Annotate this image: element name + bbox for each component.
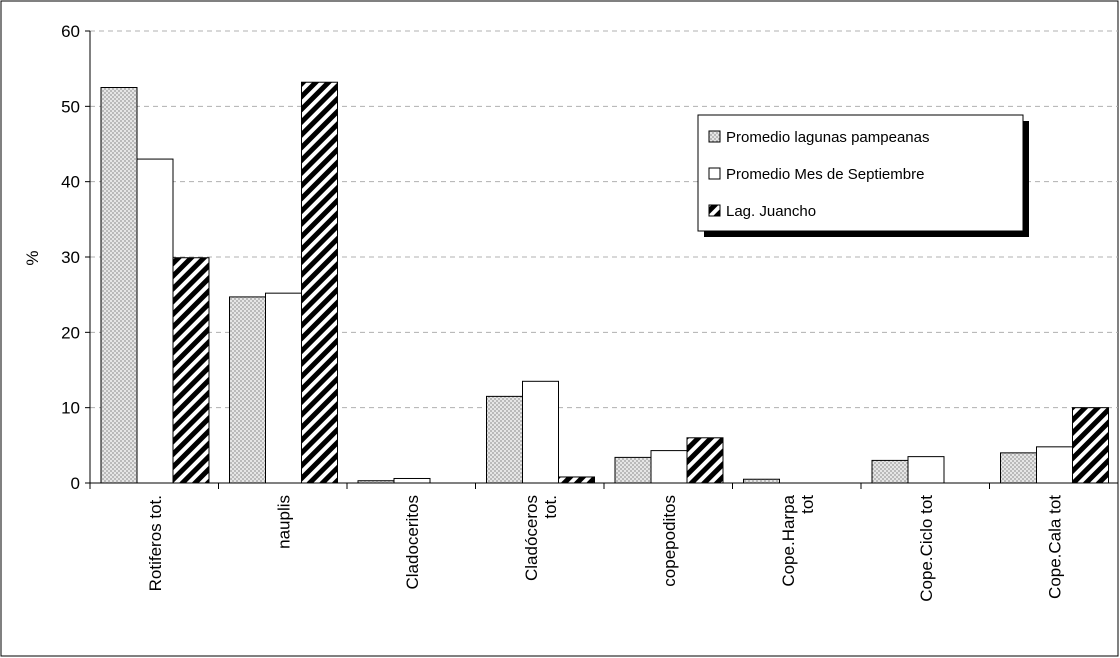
x-category-label: Cope.Cala tot: [1046, 495, 1065, 599]
bars: [100, 81, 1109, 484]
y-tick-labels: 0 10 20 30 40 50 60: [61, 22, 80, 493]
bar-dots: [229, 296, 266, 484]
x-category-label: tot.: [541, 495, 560, 519]
y-tick-label: 60: [61, 22, 80, 41]
bar-white: [136, 158, 174, 484]
legend-label: Promedio Mes de Septiembre: [726, 166, 924, 183]
legend-label: Promedio lagunas pampeanas: [726, 129, 929, 146]
legend: Promedio lagunas pampeanas Promedio Mes d…: [697, 114, 1029, 237]
bar-diagonal: [172, 257, 210, 484]
x-category-label: copepoditos: [660, 495, 679, 587]
bar-dots: [486, 395, 523, 484]
bar-dots: [100, 87, 138, 484]
x-category-label: Cope.Harpa: [779, 494, 798, 586]
bar-diagonal: [558, 476, 595, 484]
bar-dots: [743, 478, 780, 484]
bar-diagonal: [1072, 407, 1109, 484]
bar-diagonal: [301, 81, 338, 484]
x-category-label: nauplis: [275, 495, 294, 549]
x-category-label: Cladoceritos: [403, 495, 422, 590]
bar-white: [650, 450, 688, 484]
y-tick-label: 20: [61, 323, 80, 342]
y-tick-label: 0: [71, 474, 80, 493]
x-category-label: Rotiferos tot.: [146, 495, 165, 591]
y-axis-label: %: [23, 250, 42, 265]
bar-white: [1036, 446, 1073, 484]
x-category-label: tot: [798, 495, 817, 514]
y-tick-label: 10: [61, 399, 80, 418]
bar-white: [265, 292, 302, 484]
bar-white: [393, 477, 431, 484]
bar-dots: [1000, 452, 1037, 484]
bar-white: [522, 380, 559, 484]
x-category-labels: Rotiferos tot. nauplis Cladoceritos Cladóce…: [146, 494, 1065, 601]
legend-swatch: [708, 130, 721, 143]
legend-label: Lag. Juancho: [726, 203, 816, 220]
legend-swatch: [708, 167, 721, 180]
axes: [85, 30, 1118, 489]
bar-dots: [614, 456, 652, 484]
x-category-label: Cope.Ciclo tot: [917, 495, 936, 602]
y-tick-label: 50: [61, 97, 80, 116]
bar-white: [907, 456, 945, 484]
bar-diagonal: [686, 437, 724, 484]
y-tick-label: 30: [61, 248, 80, 267]
bar-dots: [871, 459, 909, 484]
legend-swatch: [708, 204, 721, 217]
x-category-label: Cladóceros: [522, 495, 541, 581]
y-tick-label: 40: [61, 173, 80, 192]
